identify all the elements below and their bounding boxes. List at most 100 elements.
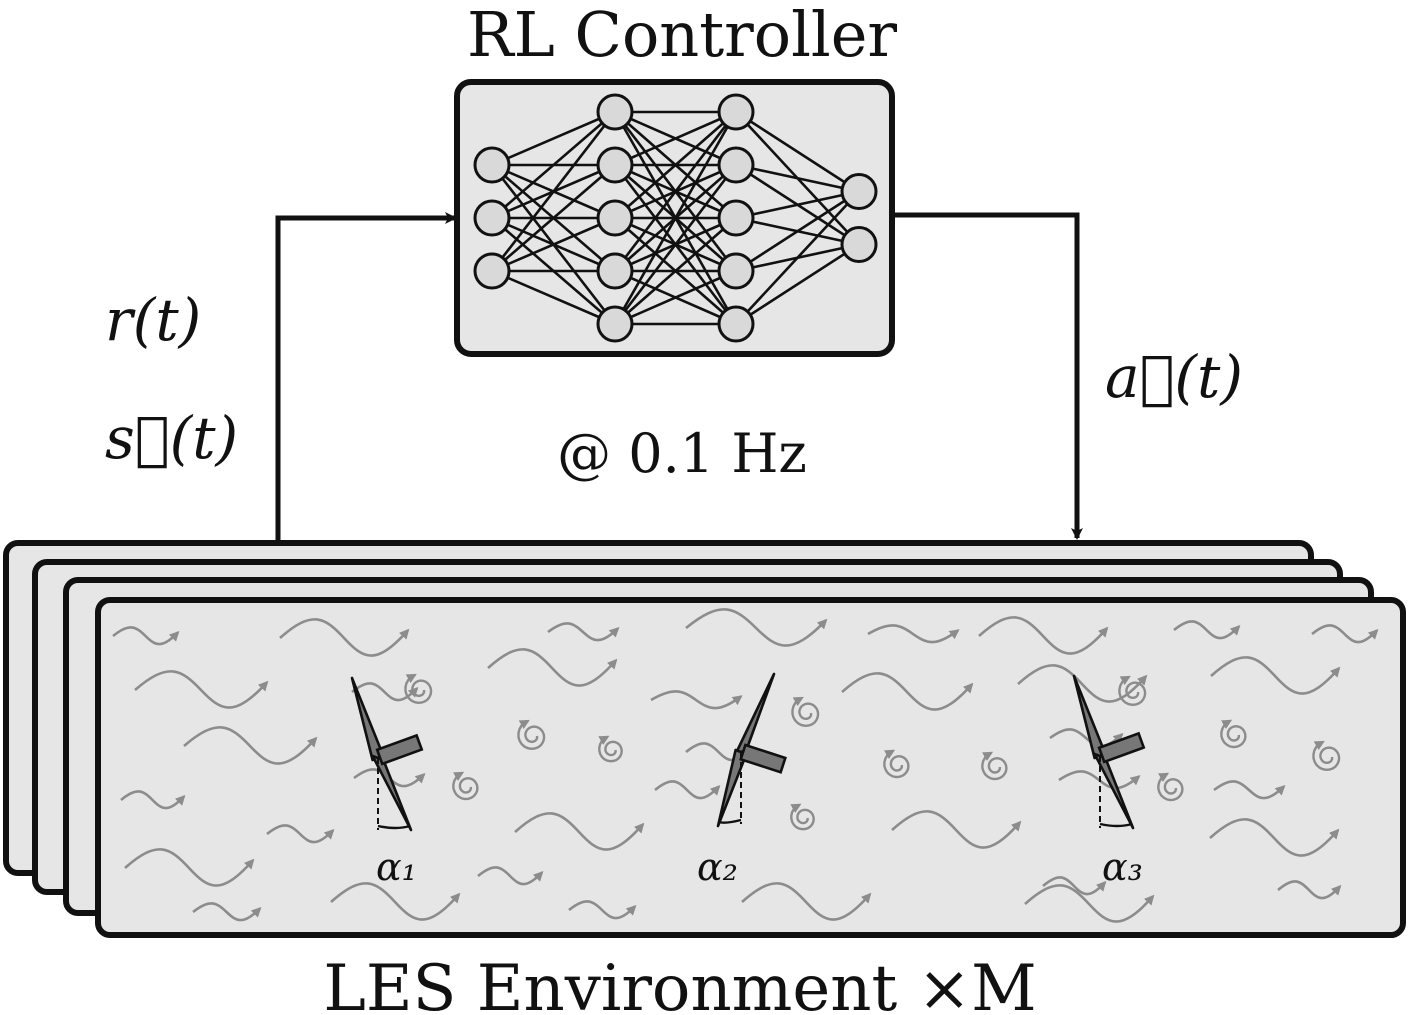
nn-connection <box>491 269 616 326</box>
turbine-2-angle-label: α₂ <box>697 845 738 889</box>
nn-connection <box>735 190 860 273</box>
environment-panel-front <box>95 597 1406 938</box>
vortex-swirl <box>598 735 623 763</box>
vortex-swirl <box>790 803 815 831</box>
flow-streamline <box>124 848 255 887</box>
frequency-label: @ 0.1 Hz <box>557 422 807 485</box>
nn-neuron <box>596 199 634 237</box>
flow-streamline <box>650 690 743 710</box>
flow-streamline <box>487 648 618 687</box>
flow-streamline <box>183 726 318 765</box>
turbine-2 <box>716 672 787 828</box>
yaw-angle-arc <box>1099 822 1133 828</box>
nn-neuron <box>717 93 755 131</box>
flow-field <box>112 608 1379 923</box>
action-label: a⃗(t) <box>1105 343 1243 411</box>
flow-streamline <box>568 900 637 920</box>
flow-streamline <box>1024 884 1155 923</box>
nn-neuron <box>717 199 755 237</box>
input-signal-arrow <box>275 212 457 545</box>
reward-label: r(t) <box>105 286 201 354</box>
nn-neuron <box>473 146 511 184</box>
environment-caption: LES Environment ×M <box>323 952 1036 1015</box>
vortex-swirl <box>1220 719 1247 749</box>
flow-streamline <box>120 790 186 810</box>
environment-stack <box>3 540 1406 938</box>
nn-neuron <box>840 173 878 210</box>
vortex-swirl <box>1157 772 1184 802</box>
flow-streamline <box>1209 818 1340 857</box>
nn-neuron <box>596 146 634 184</box>
turbine-nacelle <box>1097 731 1146 764</box>
flow-streamline <box>654 780 721 800</box>
vortex-swirl <box>883 749 910 779</box>
nn-neuron <box>717 252 755 290</box>
nn-neuron <box>473 199 511 237</box>
vortex-swirl <box>981 751 1008 781</box>
vortex-swirl <box>517 719 546 751</box>
turbine-3-angle-label: α₃ <box>1102 845 1143 889</box>
flow-streamline <box>266 824 335 844</box>
controller-title: RL Controller <box>467 0 897 71</box>
flow-streamline <box>1277 880 1342 900</box>
nn-connection <box>491 216 616 273</box>
flow-streamline <box>685 608 828 647</box>
turbine-row <box>350 672 1146 832</box>
action-signal-arrow <box>894 212 1083 540</box>
nn-connection <box>614 110 737 167</box>
nn-connection <box>614 111 737 219</box>
flow-streamline <box>351 682 419 702</box>
flow-streamline <box>741 882 872 921</box>
nn-connection <box>735 190 860 325</box>
nn-connection <box>491 110 616 167</box>
nn-connection <box>613 111 738 272</box>
nn-neuron <box>596 305 634 343</box>
nn-connection <box>735 163 860 193</box>
flow-streamline <box>192 902 262 922</box>
vortex-swirl <box>1118 675 1147 707</box>
flow-streamline <box>978 616 1109 655</box>
vortex-swirl <box>791 696 820 728</box>
flow-streamline <box>112 626 180 646</box>
nn-neuron <box>473 252 511 290</box>
nn-neuron <box>840 226 878 263</box>
vortex-swirl <box>452 771 479 801</box>
nn-neuron <box>717 305 755 343</box>
flow-streamline <box>279 618 410 657</box>
flow-streamline <box>841 672 974 711</box>
turbine-nacelle <box>375 733 424 766</box>
turbine-nacelle <box>739 743 787 774</box>
flow-streamline <box>477 866 544 886</box>
nn-connection <box>491 164 616 272</box>
flow-streamline <box>1210 656 1341 695</box>
nn-connection <box>614 269 737 326</box>
neural-network <box>473 93 878 343</box>
nn-connection <box>735 190 860 220</box>
nn-connection <box>614 217 737 325</box>
nn-neuron <box>596 252 634 290</box>
turbine-1-angle-label: α₁ <box>376 845 417 889</box>
nn-connection <box>490 111 617 272</box>
turbine-1 <box>350 676 424 832</box>
flow-streamline <box>330 882 461 921</box>
yaw-angle-arc <box>718 818 742 824</box>
vortex-swirl <box>404 673 433 705</box>
flow-streamline <box>1042 876 1107 896</box>
flow-streamline <box>134 670 269 709</box>
flow-streamline <box>1311 624 1379 644</box>
nn-neuron <box>717 146 755 184</box>
flow-streamline <box>891 810 1022 849</box>
vortex-swirl <box>1312 740 1341 772</box>
nn-connection <box>735 243 860 326</box>
nn-connection <box>735 110 860 193</box>
nn-connection <box>613 111 738 325</box>
flow-streamline <box>514 812 645 851</box>
nn-connection <box>613 164 738 325</box>
flow-streamline <box>547 622 620 642</box>
nn-neuron <box>596 93 634 131</box>
flow-streamline <box>1213 780 1286 800</box>
flow-streamline <box>867 624 960 644</box>
turbine-3 <box>1072 674 1146 830</box>
flow-streamline <box>1173 620 1241 640</box>
